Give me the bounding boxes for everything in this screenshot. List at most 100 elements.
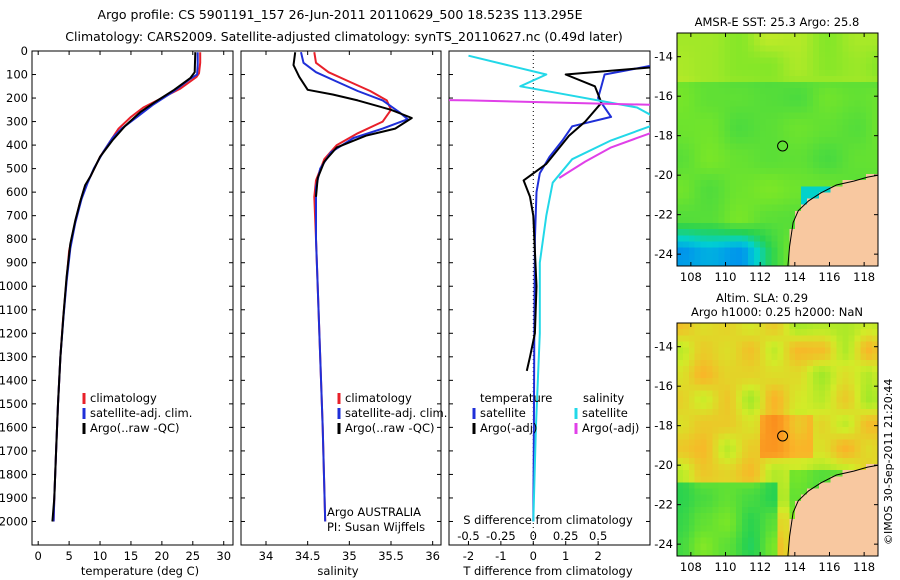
- legend-label: satellite-adj. clim.: [90, 406, 192, 420]
- map-field: [677, 33, 879, 267]
- y-tick-label: 1100: [0, 303, 28, 317]
- y-tick-label: 1700: [0, 444, 28, 458]
- x-tick-label: 0: [530, 549, 537, 563]
- series-line-salinity-satellite: [468, 54, 650, 522]
- x-axis-label: salinity: [317, 564, 358, 578]
- x-tick-label: 34.5: [295, 549, 321, 563]
- x-tick-label: 10: [93, 549, 108, 563]
- x-tick-label: -1: [495, 549, 506, 563]
- series-line-temperature-argo: [522, 66, 650, 372]
- x-tick-label: 116: [819, 560, 841, 574]
- sla-map-frame: [676, 322, 879, 557]
- y-tick-label: 0: [21, 44, 28, 58]
- y-tick-label: -24: [654, 247, 673, 261]
- y-tick-label: 700: [6, 209, 28, 223]
- top-tick-label: 0.5: [589, 529, 607, 543]
- legend-label: satellite: [480, 406, 526, 420]
- difference-panel: -2 -1 0 1 2 -0.5 -0.25 0 0.25 0.5 S difference fro…: [448, 50, 651, 578]
- y-tick-label: 800: [6, 232, 28, 246]
- y-tick-label: -16: [654, 379, 673, 393]
- x-tick-label: 112: [749, 560, 771, 574]
- pi-annotation: PI: Susan Wijffels: [327, 520, 425, 534]
- x-tick-label: 2: [594, 549, 601, 563]
- y-tick-label: -18: [654, 419, 673, 433]
- x-tick-label: 114: [784, 270, 806, 284]
- x-axis-label-top: S difference from climatology: [463, 513, 633, 527]
- y-tick-label: -14: [654, 50, 673, 64]
- top-tick-label: 0: [530, 529, 537, 543]
- y-tick-label: 1400: [0, 373, 28, 387]
- credit-stamp: ©IMOS 30-Sep-2011 21:20:44: [882, 379, 895, 545]
- map-field: [677, 323, 879, 557]
- y-tick-label: -16: [654, 89, 673, 103]
- y-tick-label: 1800: [0, 467, 28, 481]
- sst-map-title: AMSR-E SST: 25.3 Argo: 25.8: [695, 15, 860, 29]
- x-tick-label: -2: [463, 549, 474, 563]
- x-tick-label: 110: [715, 270, 737, 284]
- series-line-satellite: [300, 51, 409, 522]
- legend-label: Argo(-adj): [480, 421, 537, 435]
- x-tick-label: 118: [853, 560, 875, 574]
- x-tick-label: 0: [35, 549, 42, 563]
- salinity-panel: 34 34.5 35 35.5 36 salinity climatologysatelli…: [240, 50, 447, 578]
- x-tick-label: 112: [749, 270, 771, 284]
- x-tick-label: 108: [680, 560, 702, 574]
- legend-label: satellite-adj. clim.: [345, 406, 447, 420]
- sla-map-title-line-1: Altim. SLA: 0.29: [716, 291, 808, 305]
- y-tick-label: 1900: [0, 491, 28, 505]
- x-tick-label: 116: [819, 270, 841, 284]
- y-tick-label: 200: [6, 91, 28, 105]
- legend-label: Argo(-adj): [582, 421, 639, 435]
- x-tick-label: 110: [715, 560, 737, 574]
- y-tick-label: 300: [6, 115, 28, 129]
- legend-label: climatology: [90, 391, 157, 405]
- x-tick-label: 35.5: [378, 549, 404, 563]
- legend-label: satellite: [582, 406, 628, 420]
- x-tick-label: 36: [425, 549, 440, 563]
- top-tick-label: 0.25: [553, 529, 579, 543]
- y-tick-label: -22: [654, 208, 673, 222]
- x-tick-label: 35: [342, 549, 357, 563]
- y-tick-label: -14: [654, 340, 673, 354]
- y-tick-label: -20: [654, 458, 673, 472]
- x-tick-label: 5: [65, 549, 72, 563]
- title-line-2: Climatology: CARS2009. Satellite-adjuste…: [65, 29, 622, 44]
- argo-location-marker: [777, 430, 789, 442]
- top-tick-label: -0.25: [486, 529, 516, 543]
- y-tick-label: 400: [6, 138, 28, 152]
- coastline: [787, 174, 879, 267]
- y-tick-label: -24: [654, 537, 673, 551]
- sst-map-frame: [676, 32, 879, 267]
- x-axis-label: temperature (deg C): [81, 564, 199, 578]
- y-tick-label: 500: [6, 162, 28, 176]
- x-tick-label: 1: [562, 549, 569, 563]
- coastline: [787, 464, 879, 557]
- y-tick-label: 1500: [0, 397, 28, 411]
- y-tick-label: 2000: [0, 514, 28, 528]
- legend-title-temperature: temperature: [480, 391, 552, 405]
- difference-profile-axes-frame: [448, 50, 651, 546]
- legend-title-salinity: salinity: [583, 391, 624, 405]
- sst-map-panel: 108 110 112 114 116 118 -14 -16 -18 -20 -22 -24 AMSR…: [654, 15, 879, 284]
- x-tick-label: 108: [680, 270, 702, 284]
- y-tick-label: -18: [654, 129, 673, 143]
- legend-label: climatology: [345, 391, 412, 405]
- temperature-profile-axes-frame: [31, 50, 234, 546]
- y-tick-label: 1000: [0, 279, 28, 293]
- owner-annotation: Argo AUSTRALIA: [327, 505, 421, 519]
- y-tick-label: 1200: [0, 326, 28, 340]
- series-line-temperature-satellite: [532, 64, 650, 522]
- y-tick-label: -20: [654, 168, 673, 182]
- x-tick-label: 118: [853, 270, 875, 284]
- y-tick-label: 600: [6, 185, 28, 199]
- sla-map-title-line-2: Argo h1000: 0.25 h2000: NaN: [691, 305, 863, 319]
- y-tick-label: -22: [654, 498, 673, 512]
- title-line-1: Argo profile: CS 5901191_157 26-Jun-2011…: [98, 7, 583, 22]
- y-tick-label: 900: [6, 256, 28, 270]
- y-tick-label: 100: [6, 68, 28, 82]
- series-line-argo: [292, 52, 413, 197]
- temperature-panel: 0100200300400500600700800900100011001200…: [0, 44, 234, 578]
- y-tick-label: 1300: [0, 350, 28, 364]
- series-line-argo: [51, 52, 197, 522]
- x-tick-label: 34: [259, 549, 274, 563]
